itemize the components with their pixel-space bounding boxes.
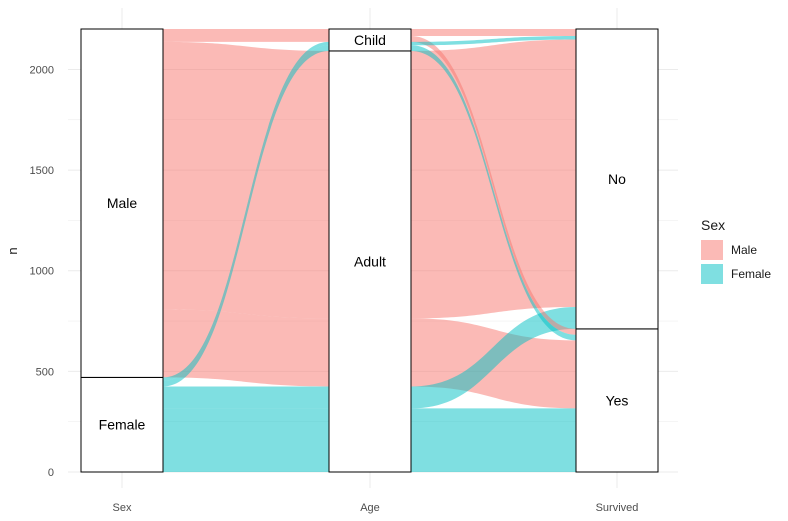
axes: 0 500 1000 1500 2000 Sex Age Survived	[30, 64, 639, 514]
flow-ribbon	[163, 386, 329, 409]
y-tick-label: 0	[48, 467, 54, 479]
stratum-label: Child	[354, 32, 386, 48]
x-tick-label: Survived	[596, 502, 639, 514]
legend-title: Sex	[701, 217, 725, 233]
flow-ribbon	[163, 36, 329, 42]
stratum-box	[328, 28, 412, 52]
strata: Female Male Adult Child Yes No	[80, 28, 659, 473]
stratum-label: Male	[107, 195, 138, 211]
flow-ribbon	[163, 45, 329, 387]
flow-ribbon	[163, 309, 329, 387]
alluvial-flows	[163, 29, 576, 472]
flow-ribbon	[411, 408, 576, 472]
stratum-box	[80, 28, 164, 378]
legend: Sex Male Female	[701, 217, 771, 284]
legend-key	[701, 240, 723, 260]
stratum-label: Adult	[354, 253, 386, 269]
y-tick-label: 1500	[30, 165, 54, 177]
flow-ribbon	[411, 306, 576, 409]
flow-ribbon	[411, 29, 576, 37]
flow-ribbon	[411, 36, 576, 335]
flow-ribbon	[411, 36, 576, 46]
flow-ribbon	[411, 39, 576, 319]
y-tick-label: 500	[36, 366, 54, 378]
legend-label: Female	[731, 267, 771, 281]
stratum-box	[80, 376, 164, 473]
stratum-label: Female	[99, 417, 146, 433]
flow-ribbon	[163, 41, 329, 381]
flow-ribbon	[163, 408, 329, 472]
stratum-label: Yes	[606, 392, 629, 408]
y-tick-label: 2000	[30, 64, 54, 76]
x-tick-label: Sex	[113, 502, 132, 514]
y-tick-label: 1000	[30, 266, 54, 278]
flow-ribbon	[163, 41, 329, 319]
stratum-box	[328, 50, 412, 473]
y-axis-title: n	[5, 247, 20, 254]
stratum-box	[575, 328, 659, 473]
legend-label: Male	[731, 243, 757, 257]
x-tick-label: Age	[360, 502, 380, 514]
legend-key	[701, 264, 723, 284]
stratum-box	[575, 28, 659, 330]
flow-ribbon	[163, 29, 329, 37]
flow-ribbon	[411, 45, 576, 341]
stratum-label: No	[608, 171, 626, 187]
